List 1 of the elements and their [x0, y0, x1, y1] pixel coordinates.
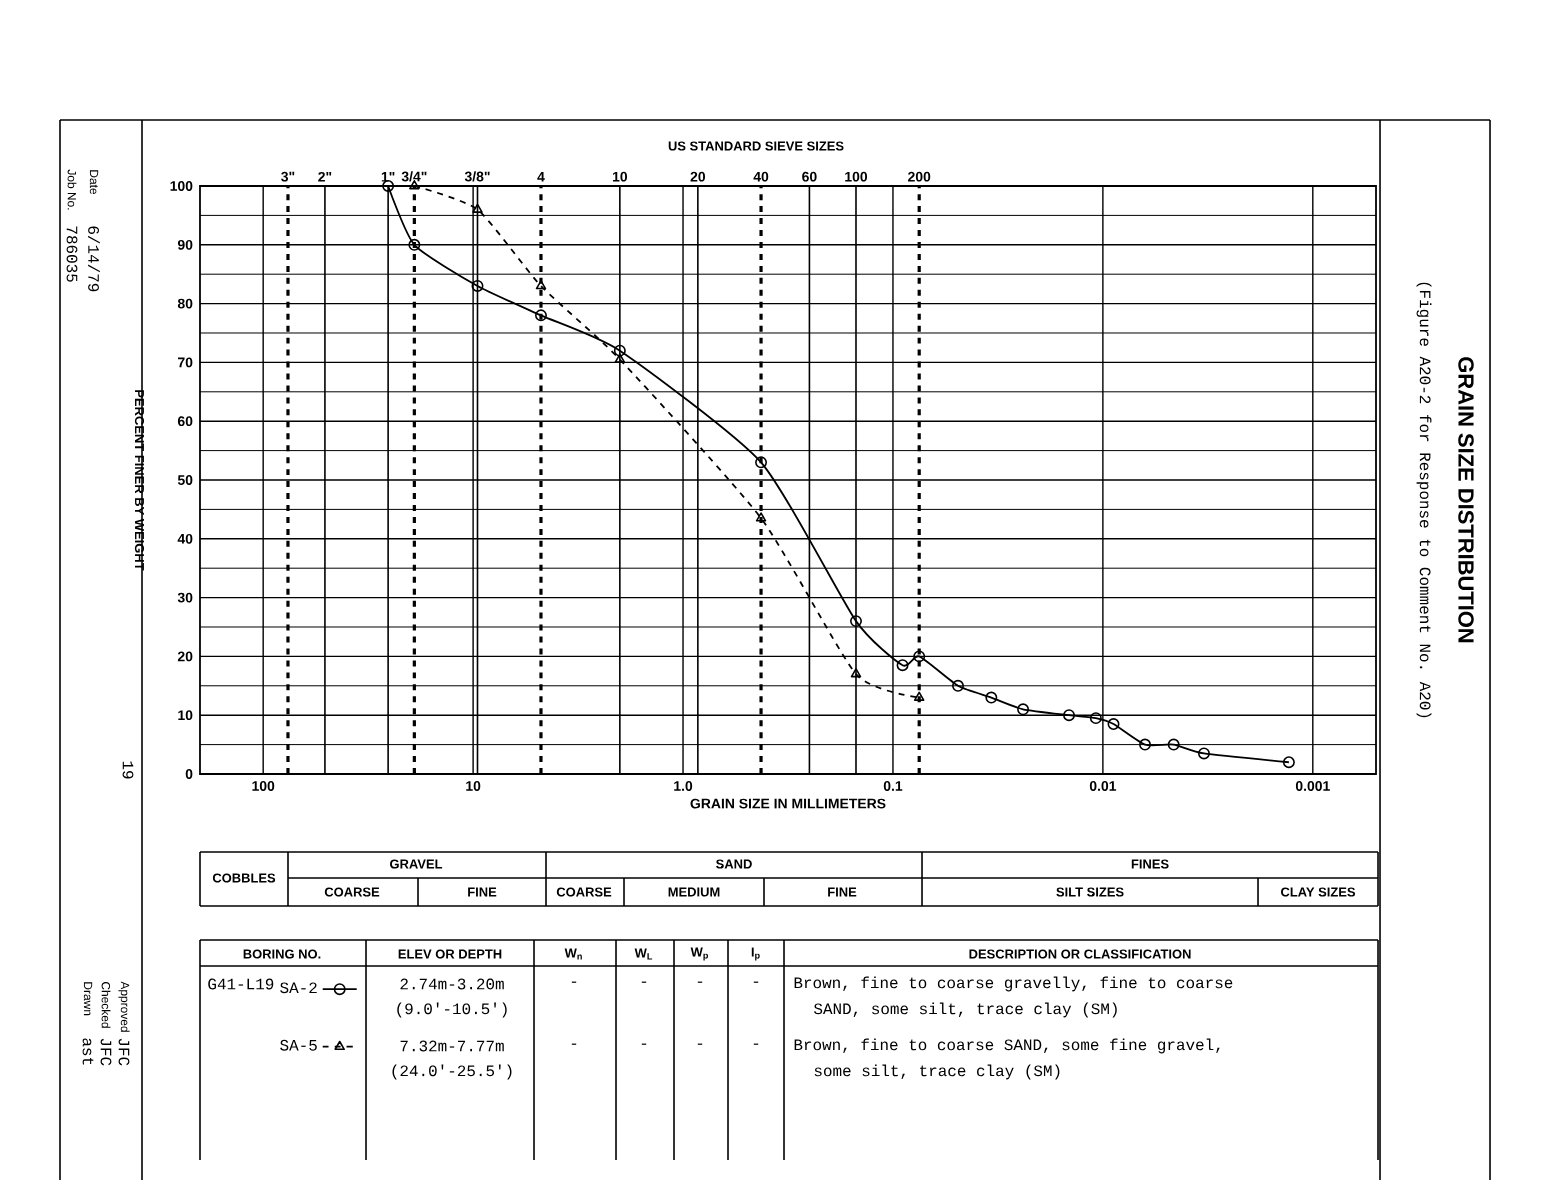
- text: GRAIN SIZE DISTRIBUTION: [1458, 357, 1474, 643]
